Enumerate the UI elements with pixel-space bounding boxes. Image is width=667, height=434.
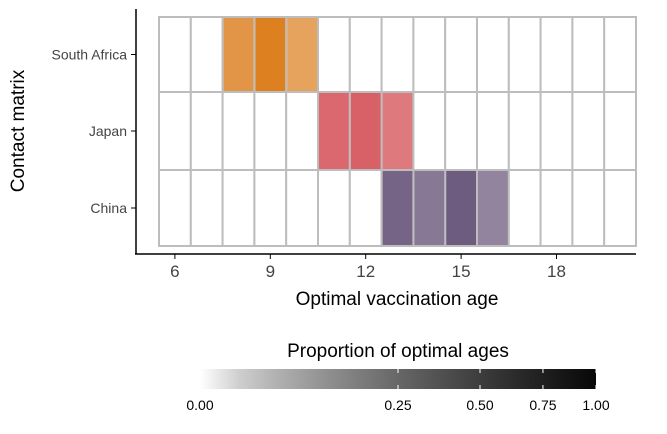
- heatmap-cell-empty: [507, 169, 542, 247]
- heatmap-cell-empty: [539, 16, 574, 93]
- heatmap-cell-empty: [507, 91, 542, 171]
- heatmap-cell-empty: [158, 16, 192, 93]
- heatmap-cell-empty: [603, 169, 638, 247]
- heatmap-cell-empty: [285, 169, 320, 247]
- legend-tick-label: 0.50: [466, 397, 493, 413]
- heatmap-cell-empty: [317, 169, 351, 247]
- heatmap-cell: [446, 171, 476, 245]
- legend-tick-label: 0.00: [186, 397, 213, 413]
- legend-tick-label: 0.25: [384, 397, 411, 413]
- y-tick-label: Japan: [89, 123, 127, 139]
- heatmap-cell-empty: [571, 169, 606, 247]
- x-tick-label: 6: [170, 262, 179, 281]
- y-tick-label: China: [90, 200, 127, 216]
- heatmap-cell-empty: [158, 169, 192, 247]
- heatmap-cell: [350, 93, 381, 169]
- heatmap-cell-empty: [348, 169, 383, 247]
- heatmap-cell-empty: [348, 16, 383, 93]
- heatmap-cell-empty: [380, 16, 415, 93]
- x-tick-label: 12: [356, 262, 375, 281]
- heatmap-cell-empty: [189, 169, 224, 247]
- heatmap-cell-empty: [221, 91, 256, 171]
- legend-ticks: 0.00 0.25 0.50 0.75 1.00: [186, 369, 610, 413]
- legend-title: Proportion of optimal ages: [287, 341, 509, 362]
- heatmap-cell: [255, 18, 286, 91]
- heatmap-cell-empty: [412, 91, 447, 171]
- x-tick-labels: 6 9 12 15 18: [170, 254, 566, 281]
- heatmap-cell-empty: [189, 16, 224, 93]
- x-tick-label: 18: [547, 262, 566, 281]
- heatmap-cell-empty: [317, 16, 351, 93]
- y-axis-title: Contact matrix: [8, 69, 29, 192]
- heatmap-cell-empty: [444, 16, 479, 93]
- heatmap-cell-empty: [603, 16, 638, 93]
- heatmap-cell: [382, 93, 413, 169]
- heatmap-cell-empty: [221, 169, 256, 247]
- heatmap-cell: [287, 18, 317, 91]
- heatmap-cell: [223, 18, 254, 91]
- heatmap-cell: [414, 171, 445, 245]
- heatmap-cell-empty: [285, 91, 320, 171]
- heatmap-cell-empty: [476, 16, 510, 93]
- legend-tick-label: 0.75: [529, 397, 556, 413]
- heatmap-cell-empty: [571, 16, 606, 93]
- heatmap-cell-empty: [603, 91, 638, 171]
- y-tick-labels: South Africa Japan China: [52, 47, 136, 216]
- heatmap-cell-empty: [571, 91, 606, 171]
- legend-tick-label: 1.00: [582, 397, 609, 413]
- y-tick-label: South Africa: [52, 47, 128, 63]
- heatmap-cell: [478, 171, 508, 245]
- heatmap-cell-empty: [476, 91, 510, 171]
- heatmap-cell-empty: [444, 91, 479, 171]
- heatmap-cell-empty: [539, 91, 574, 171]
- heatmap-cell-empty: [253, 169, 288, 247]
- heatmap-cell-empty: [189, 91, 224, 171]
- heatmap-cell-empty: [539, 169, 574, 247]
- x-tick-label: 9: [266, 262, 275, 281]
- legend-colorbar: [200, 369, 596, 389]
- heatmap-cell-empty: [507, 16, 542, 93]
- heatmap-cell-empty: [158, 91, 192, 171]
- x-axis-title: Optimal vaccination age: [296, 289, 499, 310]
- heatmap-cell-empty: [253, 91, 288, 171]
- heatmap-cell: [382, 171, 413, 245]
- heatmap-cell-empty: [412, 16, 447, 93]
- heatmap-cells: [158, 16, 638, 247]
- x-tick-label: 15: [452, 262, 471, 281]
- heatmap-cell: [319, 93, 349, 169]
